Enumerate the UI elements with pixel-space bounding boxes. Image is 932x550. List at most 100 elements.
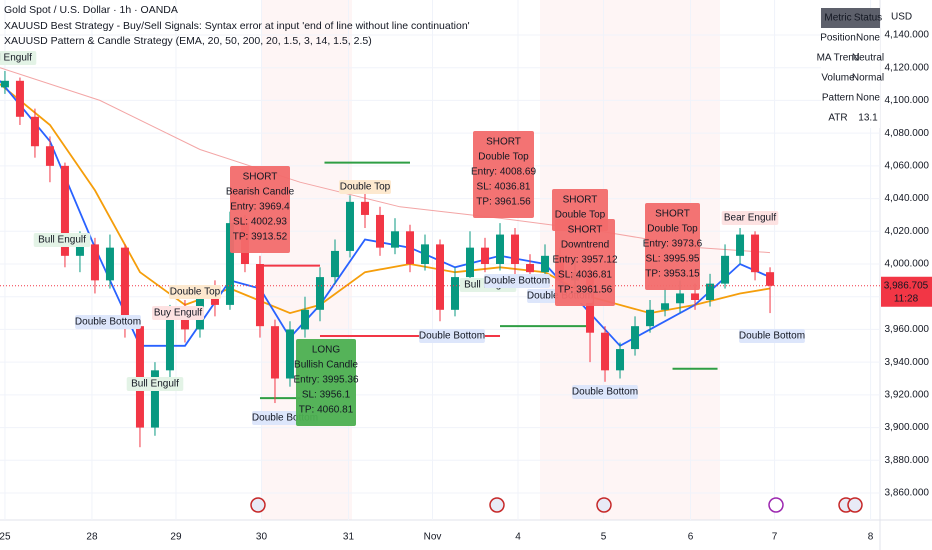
candle-body [45,146,54,166]
candle-body [601,332,610,371]
signal-text: SHORT [655,209,690,220]
candle-body [255,264,264,327]
signal-text: Downtrend [561,240,609,251]
y-tick-label: 4,100.000 [885,95,930,106]
table-cell: ATR [828,113,847,124]
signal-text: Entry: 3995.36 [293,375,358,386]
signal-text: TP: 3961.56 [558,285,613,296]
signal-text: LONG [312,345,341,356]
signal-text: SL: 4002.93 [233,217,287,228]
candle-body [541,255,550,273]
candle-body [30,116,39,147]
signal-text: Entry: 4008.69 [471,167,536,178]
pattern-label: Bull Engulf [33,233,91,247]
table-cell: Position [820,33,856,44]
pattern-label: Bull Engulf [0,51,37,65]
table-cell: 13.1 [858,113,878,124]
candle-body [360,201,369,215]
pattern-label: Double Bottom [572,385,638,399]
signal-text: Double Top [478,152,529,163]
candle-body [466,247,475,278]
x-tick-label: 7 [772,532,778,543]
candle-body [345,201,354,251]
candle-body [721,255,730,284]
table-cell: Normal [852,73,884,84]
x-tick-label: 4 [515,532,521,543]
candle-body [210,296,219,305]
pattern-box [739,329,805,343]
candle-body [616,349,625,371]
event-icon [596,497,612,513]
pattern-box [75,315,141,329]
y-tick-label: 4,060.000 [885,161,930,172]
candle-body [751,234,760,273]
pattern-box [152,306,204,320]
pattern-text: Double Bottom [572,387,638,398]
ema-line [0,80,771,347]
candle-body [420,244,429,265]
pattern-box [0,51,37,65]
price-tag [881,276,932,307]
pattern-text: Buy Engulf [154,308,203,319]
candle-body [315,277,324,310]
pattern-box [721,211,779,225]
candle-body [180,316,189,330]
candle-body [105,247,114,281]
y-tick-label: 4,040.000 [885,193,930,204]
pattern-label: Bear Engulf [721,211,779,225]
pattern-text: Double Top [340,182,391,193]
table-header-cell: Status [854,13,882,24]
signal-text: Double Top [555,210,606,221]
candle-body [676,293,685,304]
x-tick-label: 30 [256,532,268,543]
candle-body [165,316,174,371]
candle-body [285,329,294,379]
table-cell: Neutral [852,53,884,64]
signal-box [230,166,290,253]
pattern-label: Bull Engulf [126,377,184,391]
x-tick-label: 6 [688,532,694,543]
candle-body [270,326,279,379]
x-tick-label: 25 [0,532,11,543]
pattern-box [484,274,550,288]
candle-body [75,244,84,256]
table-cell: None [856,33,880,44]
candle-body [481,247,490,265]
candle-body [390,231,399,248]
y-tick-label: 4,120.000 [885,62,930,73]
table-cell: Pattern [822,93,854,104]
pattern-label: Buy Engulf [152,306,204,320]
candle-body [300,309,309,330]
candle-body [135,326,144,428]
y-tick-label: 4,020.000 [885,226,930,237]
y-tick-label: 3,920.000 [885,390,930,401]
indicator-label: XAUUSD Pattern & Candle Strategy (EMA, 2… [4,35,372,47]
y-tick-label: 3,860.000 [885,488,930,499]
candle-body [150,370,159,428]
indicator-label: XAUUSD Best Strategy - Buy/Sell Signals:… [4,20,470,32]
signal-text: SL: 3956.1 [302,390,351,401]
table-cell: MA Trend [817,53,860,64]
currency: USD [891,12,912,23]
signal-text: Entry: 3957.12 [552,255,617,266]
y-tick-label: 3,900.000 [885,422,930,433]
y-tick-label: 3,960.000 [885,324,930,335]
signal-text: TP: 3961.56 [476,197,531,208]
pattern-text: Double Top [170,287,221,298]
pattern-label: Double Bottom [75,315,141,329]
x-tick-label: Nov [424,532,442,543]
signal-text: TP: 4060.81 [299,405,354,416]
pattern-label: Double Top [169,285,221,299]
candle-body [691,293,700,300]
candle-body [511,234,520,265]
x-tick-label: 8 [868,532,874,543]
event-icon [768,497,784,513]
price-tag-label: 3,986.705 [884,280,929,291]
pattern-box [33,233,91,247]
candle-body [225,223,234,305]
x-tick-label: 31 [343,532,355,543]
candle-body [736,234,745,256]
signal-text: SL: 4036.81 [477,182,531,193]
pattern-text: Double Bottom [419,331,485,342]
